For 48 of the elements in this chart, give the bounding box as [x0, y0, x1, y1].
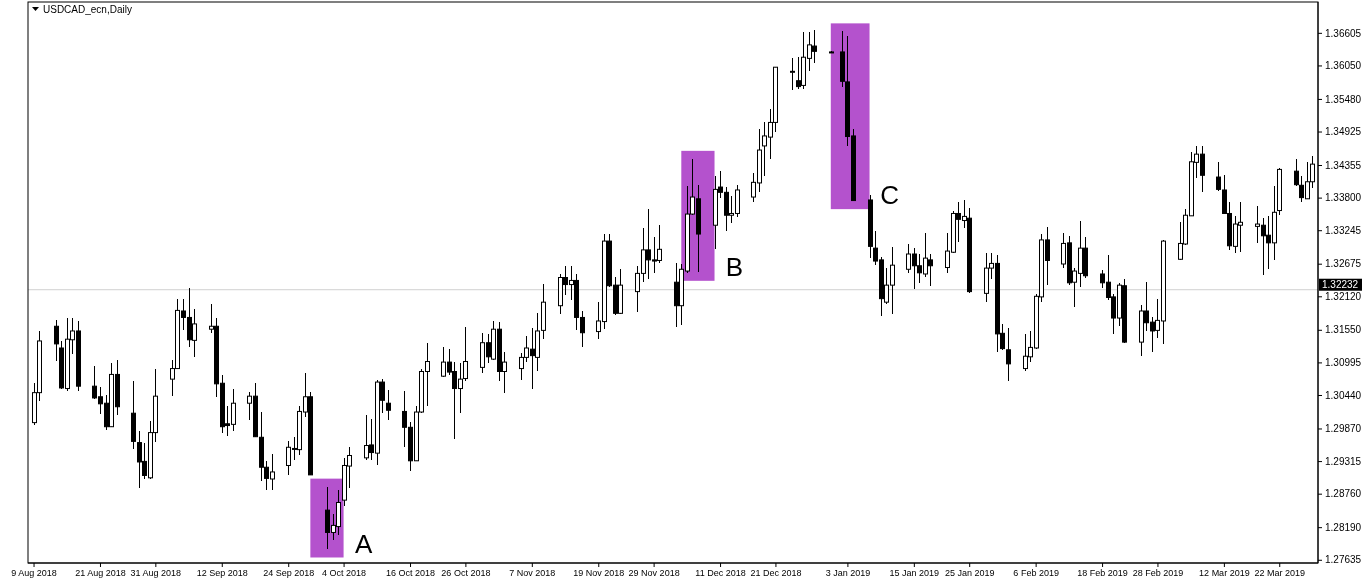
x-tick-label: 25 Jan 2019 [944, 568, 995, 579]
x-tick-label: 6 Feb 2019 [1013, 568, 1059, 579]
candlestick [54, 319, 59, 362]
y-tick-label: 1.32675 [1325, 258, 1362, 270]
x-tick-label: 22 Mar 2019 [1254, 568, 1306, 579]
x-tick-label: 21 Dec 2018 [750, 568, 802, 579]
x-tick-label: 24 Sep 2018 [263, 568, 315, 579]
y-tick-label: 1.35480 [1325, 93, 1362, 105]
y-tick-label: 1.29870 [1325, 423, 1362, 435]
y-tick-label: 1.34925 [1325, 126, 1362, 138]
y-tick-label: 1.34355 [1325, 159, 1362, 171]
annotation: A [354, 528, 373, 559]
candlestick [790, 57, 795, 91]
x-tick-label: 26 Oct 2018 [441, 568, 491, 579]
x-tick-label: 7 Nov 2018 [509, 568, 556, 579]
x-tick-label: 11 Dec 2018 [695, 568, 746, 579]
y-tick-label: 1.31550 [1325, 324, 1362, 336]
y-tick-label: 1.27635 [1325, 554, 1362, 566]
x-tick-label: 12 Mar 2019 [1199, 568, 1250, 579]
y-tick-label: 1.32120 [1325, 291, 1362, 302]
y-tick-label: 1.28760 [1325, 488, 1362, 500]
x-tick-label: 18 Feb 2019 [1077, 568, 1128, 579]
y-tick-label: 1.30440 [1325, 389, 1362, 401]
x-tick-label: 31 Aug 2018 [130, 568, 182, 579]
chart-title: USDCAD_ecn,Daily [43, 4, 132, 15]
x-tick-label: 4 Oct 2018 [322, 568, 367, 579]
y-tick-label: 1.36050 [1325, 60, 1362, 72]
x-tick-label: 12 Sep 2018 [196, 568, 248, 579]
y-tick-label: 1.29315 [1325, 455, 1362, 467]
y-tick-label: 1.36605 [1325, 27, 1362, 39]
annotation: B [725, 251, 744, 282]
ref-line-label: 1.32232 [1322, 279, 1359, 291]
x-tick-label: 21 Aug 2018 [75, 568, 126, 579]
x-tick-label: 16 Oct 2018 [385, 568, 436, 579]
y-tick-label: 1.33245 [1325, 224, 1362, 236]
candlestick [1294, 158, 1299, 188]
y-tick-label: 1.28190 [1325, 521, 1362, 533]
annotation: C [880, 180, 899, 211]
candlestick [386, 389, 391, 421]
x-tick-label: 9 Aug 2018 [11, 568, 57, 579]
x-tick-label: 28 Feb 2019 [1132, 568, 1184, 579]
y-tick-label: 1.30995 [1325, 357, 1362, 369]
x-tick-label: 29 Nov 2018 [628, 568, 680, 579]
x-tick-label: 19 Nov 2018 [573, 568, 625, 579]
x-tick-label: 15 Jan 2019 [889, 568, 940, 579]
y-tick-label: 1.33800 [1325, 192, 1362, 204]
candlestick [1006, 327, 1011, 383]
x-tick-label: 3 Jan 2019 [825, 568, 871, 579]
